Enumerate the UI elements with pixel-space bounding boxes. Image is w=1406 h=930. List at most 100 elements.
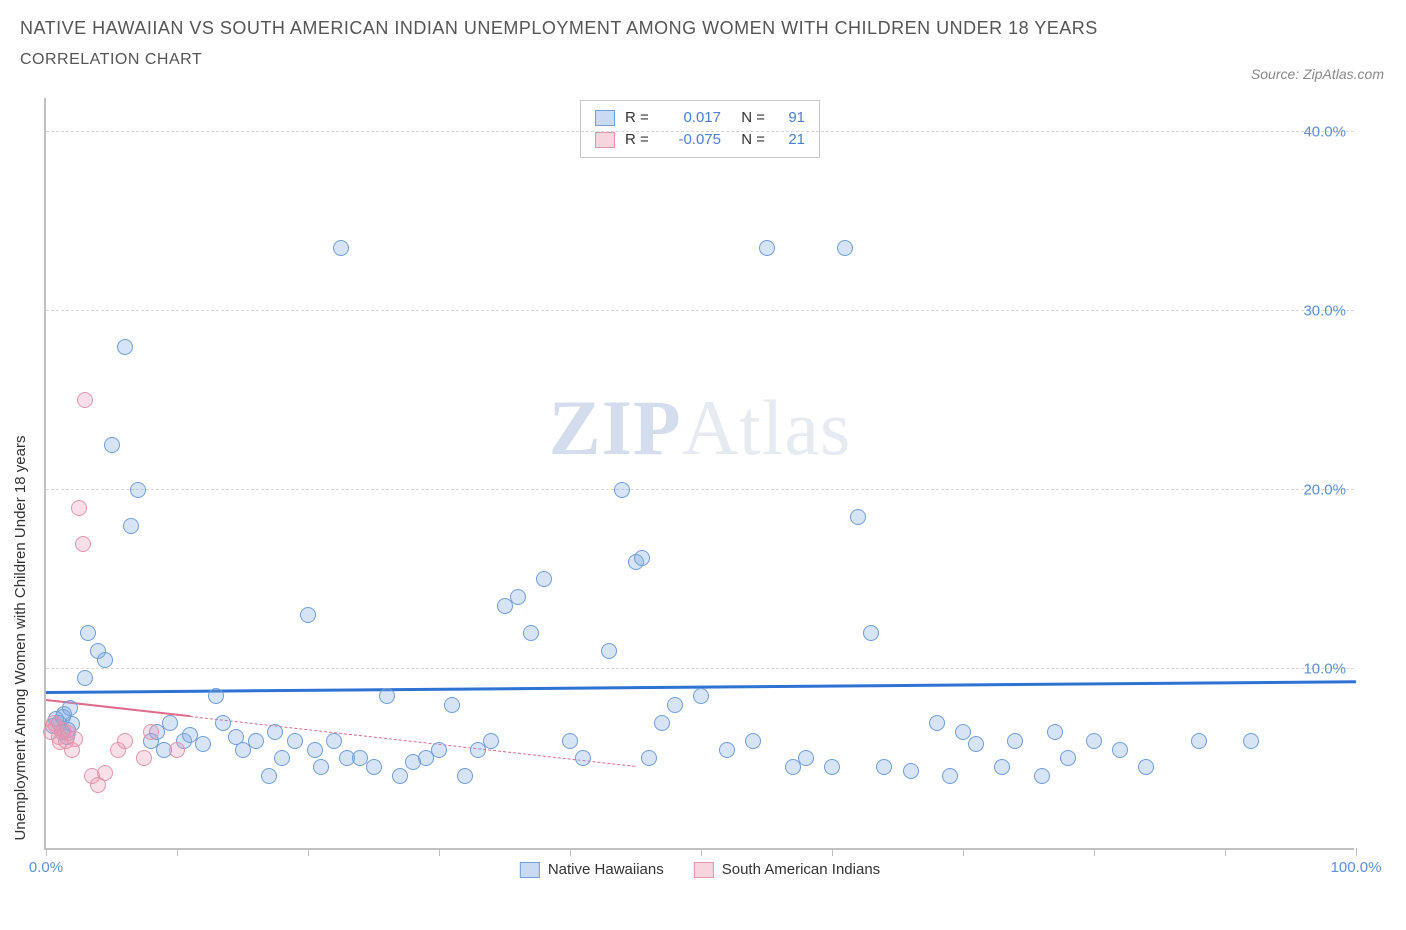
data-point [80, 625, 96, 641]
chart-title-line1: NATIVE HAWAIIAN VS SOUTH AMERICAN INDIAN… [20, 18, 1386, 39]
x-tick [701, 848, 702, 856]
data-point [333, 240, 349, 256]
data-point [745, 733, 761, 749]
data-point [379, 688, 395, 704]
chart-area: Unemployment Among Women with Children U… [0, 98, 1406, 898]
data-point [169, 742, 185, 758]
swatch-blue [595, 110, 615, 126]
source-attribution: Source: ZipAtlas.com [1251, 66, 1384, 82]
data-point [798, 750, 814, 766]
swatch-blue [520, 862, 540, 878]
n-value-pink: 21 [775, 129, 805, 151]
r-value-pink: -0.075 [661, 129, 721, 151]
gridline [46, 131, 1354, 132]
data-point [968, 736, 984, 752]
data-point [1138, 759, 1154, 775]
r-label: R = [625, 107, 651, 129]
data-point [208, 688, 224, 704]
data-point [143, 724, 159, 740]
data-point [483, 733, 499, 749]
data-point [667, 697, 683, 713]
data-point [77, 670, 93, 686]
plot-region: ZIPAtlas R = 0.017 N = 91 R = -0.075 N =… [44, 98, 1354, 850]
gridline [46, 668, 1354, 669]
data-point [1112, 742, 1128, 758]
data-point [75, 536, 91, 552]
data-point [162, 715, 178, 731]
x-tick-label: 0.0% [29, 859, 63, 876]
x-tick-label: 100.0% [1331, 859, 1382, 876]
data-point [1191, 733, 1207, 749]
data-point [215, 715, 231, 731]
y-tick-label: 10.0% [1303, 660, 1346, 677]
data-point [1243, 733, 1259, 749]
data-point [457, 768, 473, 784]
data-point [510, 589, 526, 605]
data-point [536, 571, 552, 587]
data-point [130, 482, 146, 498]
x-tick [1225, 848, 1226, 856]
data-point [307, 742, 323, 758]
data-point [77, 392, 93, 408]
data-point [562, 733, 578, 749]
data-point [313, 759, 329, 775]
data-point [641, 750, 657, 766]
r-value-blue: 0.017 [661, 107, 721, 129]
data-point [955, 724, 971, 740]
data-point [366, 759, 382, 775]
y-tick-label: 20.0% [1303, 481, 1346, 498]
data-point [267, 724, 283, 740]
r-label: R = [625, 129, 651, 151]
chart-title-line2: CORRELATION CHART [20, 51, 1386, 69]
series-legend: Native Hawaiians South American Indians [520, 861, 880, 878]
x-tick [308, 848, 309, 856]
data-point [274, 750, 290, 766]
data-point [837, 240, 853, 256]
y-tick-label: 40.0% [1303, 123, 1346, 140]
data-point [71, 500, 87, 516]
swatch-pink [694, 862, 714, 878]
data-point [1007, 733, 1023, 749]
data-point [824, 759, 840, 775]
data-point [1047, 724, 1063, 740]
data-point [444, 697, 460, 713]
x-tick [963, 848, 964, 856]
data-point [97, 652, 113, 668]
watermark: ZIPAtlas [549, 383, 852, 473]
data-point [523, 625, 539, 641]
data-point [929, 715, 945, 731]
x-tick [177, 848, 178, 856]
n-label: N = [731, 129, 765, 151]
data-point [1086, 733, 1102, 749]
data-point [136, 750, 152, 766]
data-point [601, 643, 617, 659]
corr-row-pink: R = -0.075 N = 21 [595, 129, 805, 151]
data-point [850, 509, 866, 525]
data-point [326, 733, 342, 749]
correlation-legend: R = 0.017 N = 91 R = -0.075 N = 21 [580, 100, 820, 158]
x-tick [832, 848, 833, 856]
data-point [261, 768, 277, 784]
data-point [575, 750, 591, 766]
data-point [654, 715, 670, 731]
data-point [903, 763, 919, 779]
x-tick [1356, 848, 1357, 856]
data-point [67, 731, 83, 747]
x-tick [439, 848, 440, 856]
data-point [634, 550, 650, 566]
data-point [97, 765, 113, 781]
swatch-pink [595, 132, 615, 148]
gridline [46, 489, 1354, 490]
corr-row-blue: R = 0.017 N = 91 [595, 107, 805, 129]
legend-item-blue: Native Hawaiians [520, 861, 664, 878]
data-point [431, 742, 447, 758]
data-point [942, 768, 958, 784]
data-point [759, 240, 775, 256]
data-point [994, 759, 1010, 775]
data-point [117, 339, 133, 355]
data-point [300, 607, 316, 623]
data-point [123, 518, 139, 534]
x-tick [1094, 848, 1095, 856]
legend-item-pink: South American Indians [694, 861, 880, 878]
data-point [614, 482, 630, 498]
